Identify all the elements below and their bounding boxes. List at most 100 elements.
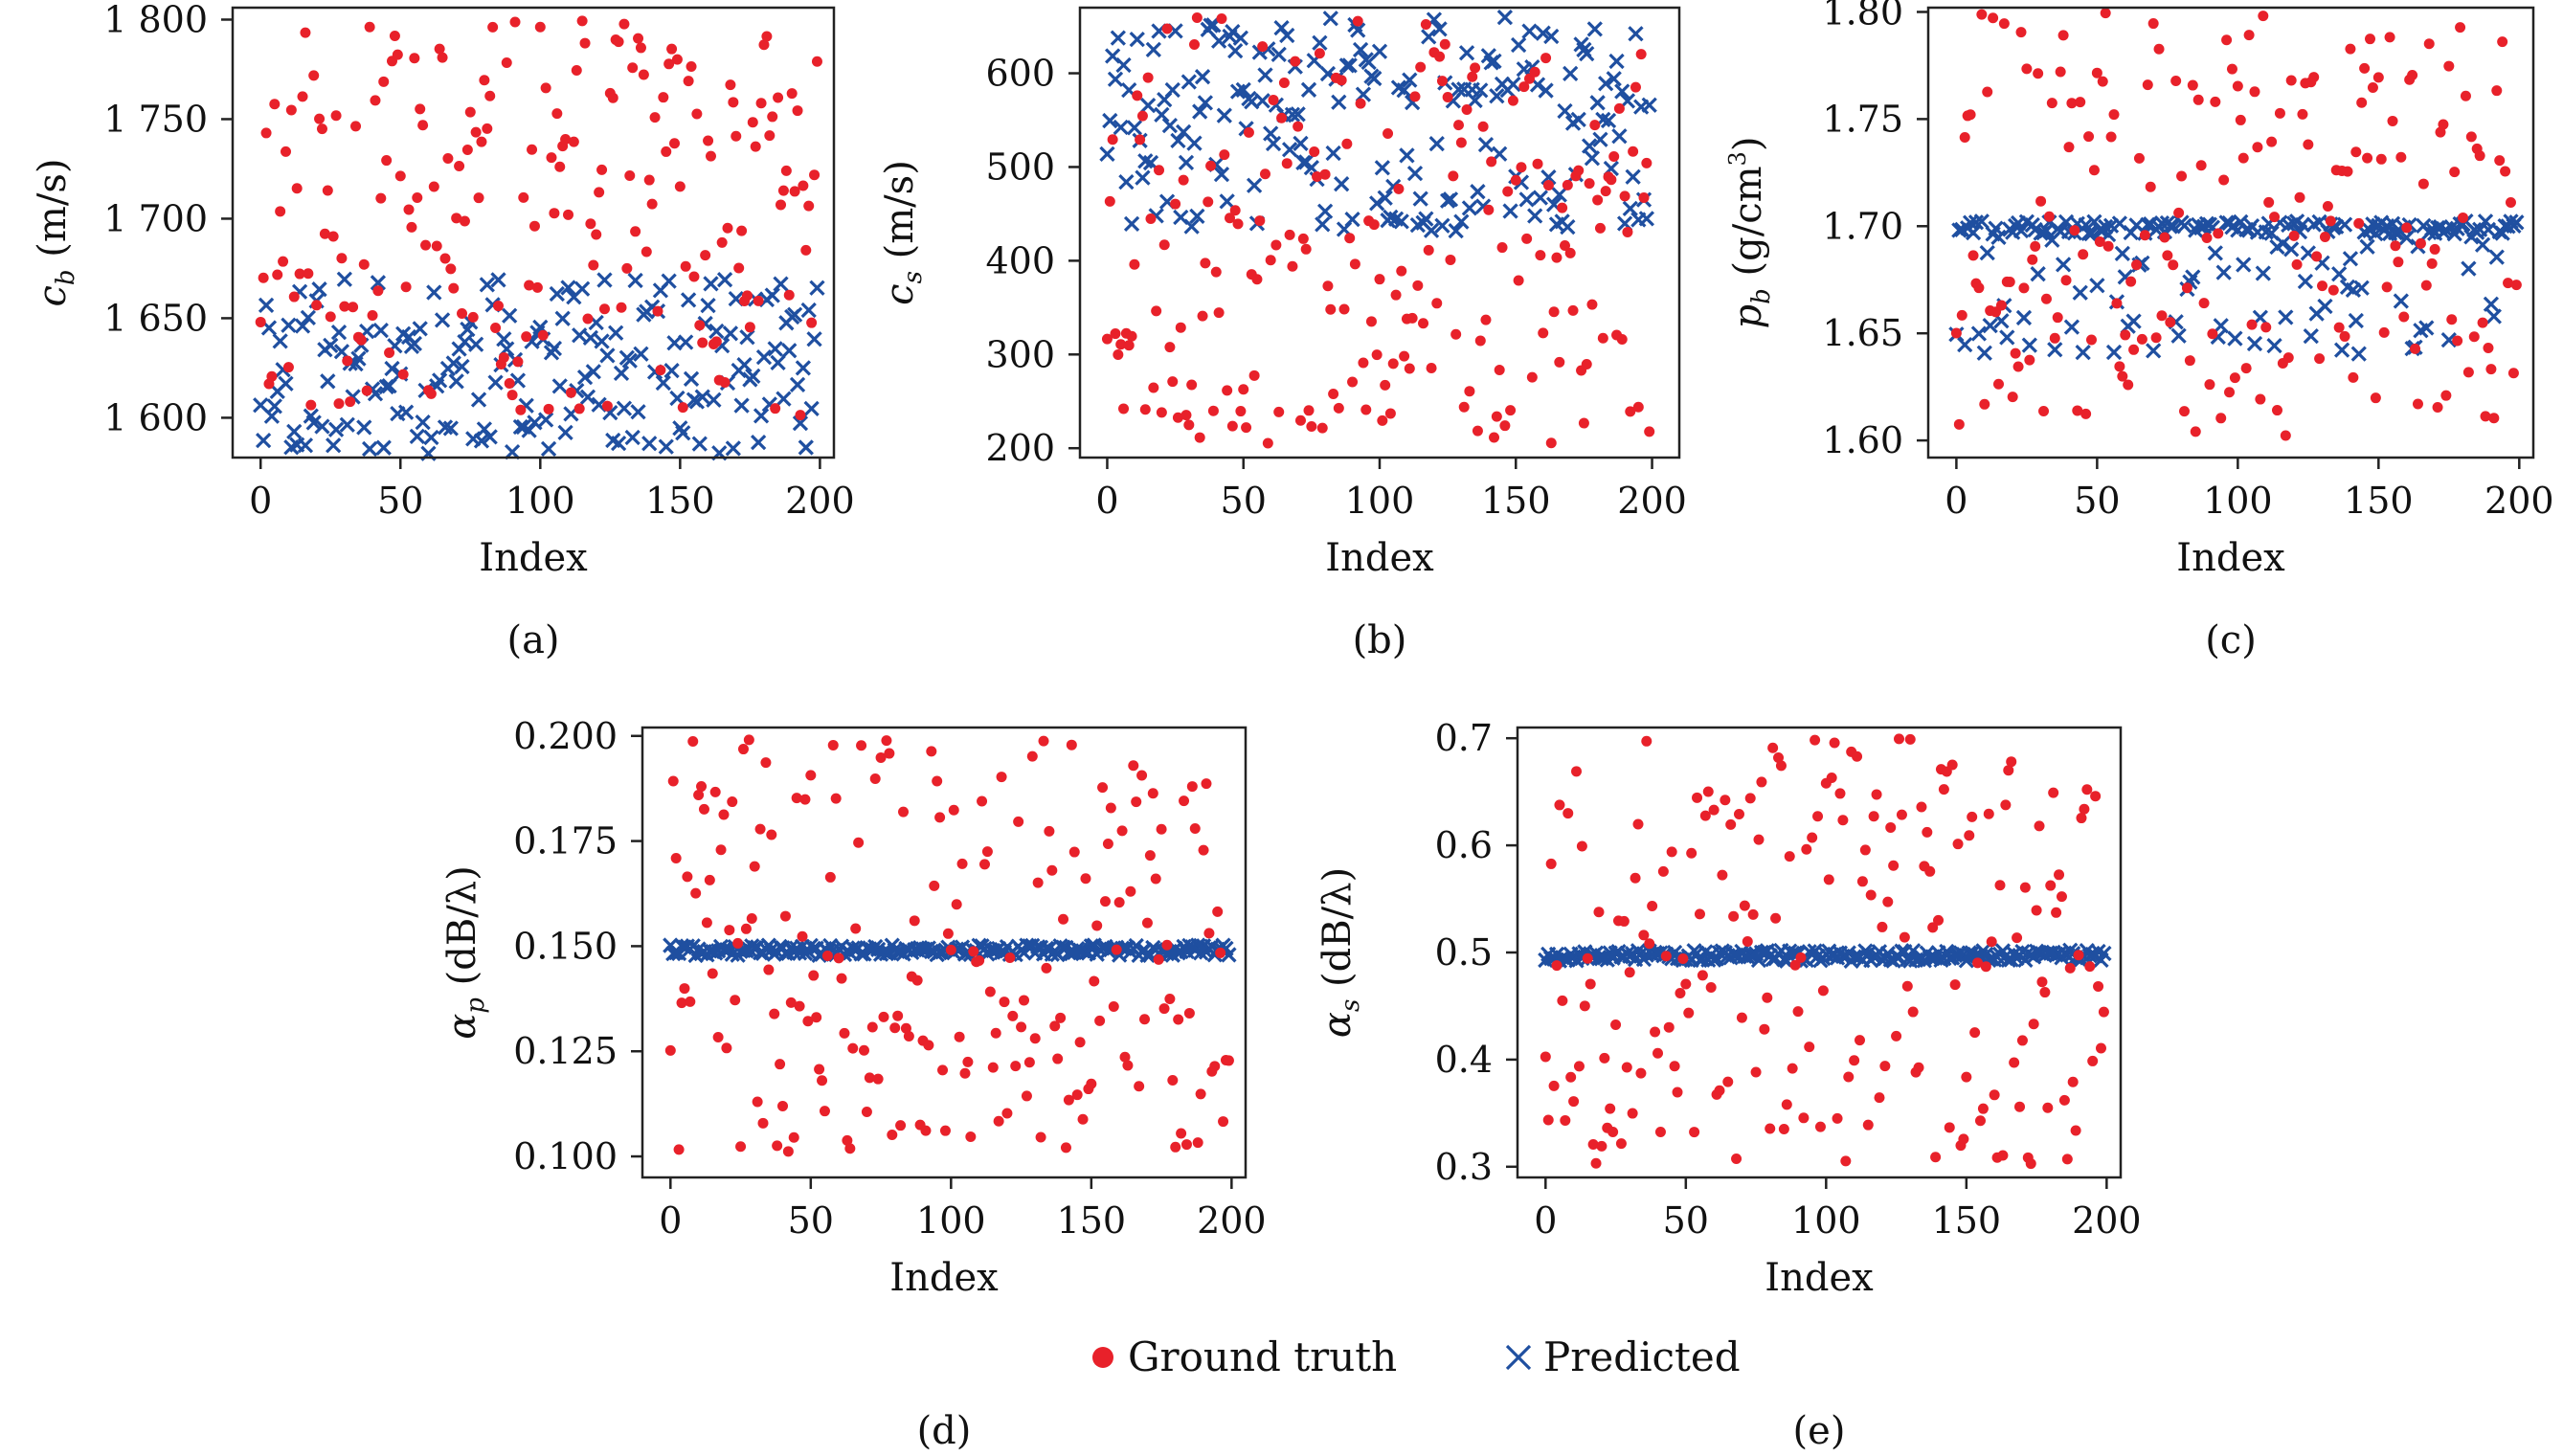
x-tick-label: 150 [1481,480,1551,522]
predicted-point [473,433,490,449]
ground-truth-point [1219,149,1230,161]
ground-truth-point [2226,63,2237,75]
ground-truth-point [903,1030,914,1042]
predicted-point [579,389,596,405]
ground-truth-point [2285,75,2297,86]
ground-truth-point [1213,307,1225,319]
predicted-point [1369,195,1385,212]
y-tick-label: 0.7 [1435,717,1493,759]
ground-truth-point [2195,160,2207,171]
predicted-point [1535,25,1551,41]
predicted-point [2283,241,2300,258]
predicted-point [1579,46,1595,62]
ground-truth-point [872,1073,884,1085]
ground-truth-point [1049,1020,1061,1032]
ground-truth-point [1458,401,1470,413]
ground-truth-point [2075,97,2086,108]
ground-truth-point [607,92,618,103]
predicted-point [2246,335,2263,352]
ground-truth-point [744,322,755,333]
ground-truth-point [1576,840,1587,852]
ground-truth-point [445,263,457,275]
ground-truth-point [1383,128,1394,140]
predicted-point [297,437,314,454]
ground-truth-point [1849,1055,1860,1066]
ground-truth-point [725,79,736,91]
ground-truth-point [1579,1000,1590,1012]
panel-b: 0 50 100 150 200 200 300 400 500 600 Index cs (m/s)… [878,6,1687,662]
ground-truth-point [889,1022,901,1034]
ground-truth-point [1814,1121,1826,1132]
ground-truth-point [1532,158,1543,169]
legend-ground-truth-label: Ground truth [1128,1333,1397,1380]
series-predicted [253,271,825,461]
ground-truth-point [1170,198,1181,210]
ground-truth-point [459,215,470,227]
ground-truth-point [677,402,688,414]
ground-truth-point [591,229,602,240]
y-tick-label: 1.75 [1822,98,1903,140]
ground-truth-point [789,186,800,197]
ground-truth-point [755,98,767,109]
predicted-point [1489,88,1505,104]
ground-truth-point [1105,802,1116,814]
ground-truth-point [1474,335,1486,347]
ground-truth-point [735,1141,747,1153]
ground-truth-point [2485,364,2497,375]
ground-truth-point [2255,393,2266,405]
ground-truth-point [1287,260,1298,272]
y-axis-label: pb (g/cm3) [1724,137,1776,329]
ground-truth-point [1129,258,1140,270]
ground-truth-point [1879,1061,1891,1072]
predicted-point [1192,103,1208,120]
predicted-point [708,323,725,340]
ground-truth-point [2407,69,2418,80]
ground-truth-point [322,185,333,196]
ground-truth-point [512,356,524,368]
ground-truth-point [1189,823,1201,835]
predicted-point [1973,213,1990,230]
ground-truth-point [1170,1141,1181,1153]
ground-truth-point [2365,34,2376,45]
predicted-point [1967,214,1985,231]
ground-truth-point [504,378,515,390]
ground-truth-point [1594,222,1606,234]
ground-truth-point [694,320,706,331]
ground-truth-point [2325,215,2336,227]
ground-truth-point [1513,275,1524,286]
ground-truth-point [806,317,818,328]
predicted-point [336,271,352,287]
predicted-point [691,436,708,452]
ground-truth-point [1882,896,1894,907]
x-tick-label: 0 [1095,480,1118,522]
ground-truth-point [731,130,742,142]
ground-truth-point [1565,1071,1577,1083]
ground-truth-point [895,1120,907,1131]
ground-truth-point [1071,1089,1083,1101]
predicted-point [1232,30,1249,46]
ground-truth-point [2165,317,2176,328]
ground-truth-point [853,837,865,848]
ground-truth-point [809,169,821,181]
panel-label: (c) [2205,618,2257,662]
ground-truth-point [372,285,384,297]
ground-truth-point [1212,906,1224,917]
ground-truth-point [1973,282,1985,294]
y-tick-label: 0.200 [513,715,618,757]
ground-truth-point [1276,112,1288,123]
ground-truth-point [2009,1057,2020,1068]
ground-truth-point [1899,931,1910,943]
ground-truth-point [1510,174,1521,186]
ground-truth-point [1663,1021,1675,1033]
ground-truth-point [1325,303,1337,315]
ground-truth-point [1128,760,1139,772]
ground-truth-point [1328,389,1339,400]
predicted-point [2047,342,2063,358]
panel-label: (e) [1793,1409,1846,1453]
ground-truth-point [2263,196,2275,208]
predicted-point [613,365,630,382]
x-tick-label: 0 [659,1199,682,1242]
ground-truth-point [2393,257,2404,268]
ground-truth-point [1450,328,1462,340]
ground-truth-point [2173,207,2185,218]
